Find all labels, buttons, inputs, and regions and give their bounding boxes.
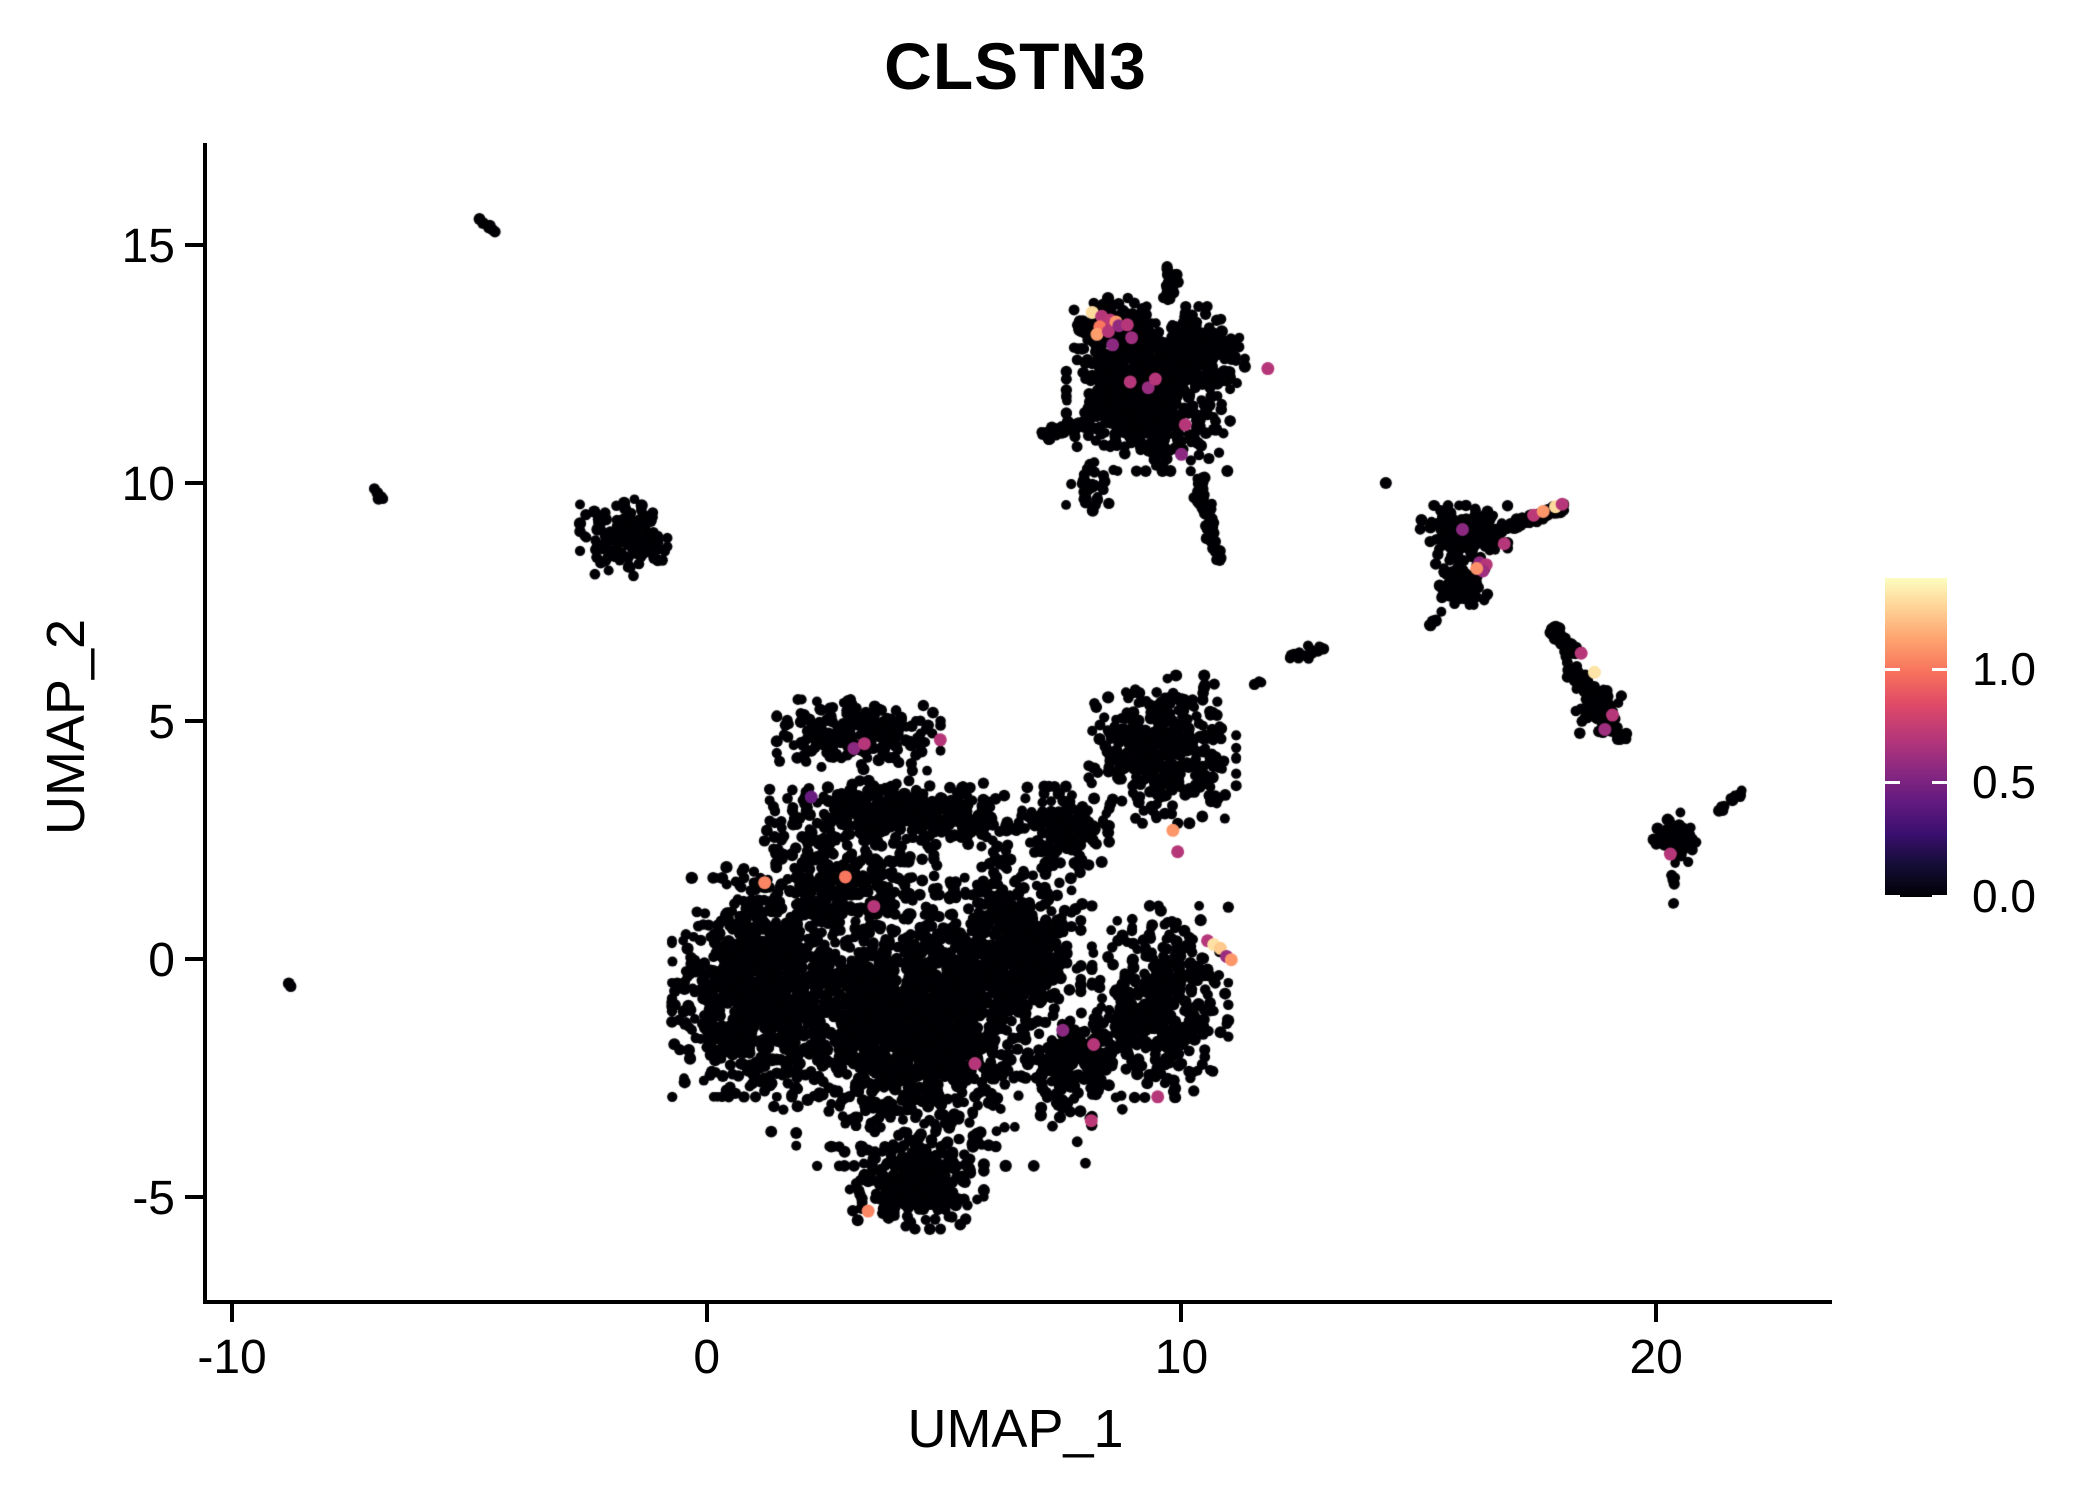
colorbar-tick-label: 0.0 <box>1972 870 2036 922</box>
y-tick-mark <box>185 242 203 247</box>
y-tick-label: -5 <box>132 1171 175 1225</box>
y-tick-label: 15 <box>121 219 175 273</box>
y-tick-label: 5 <box>148 695 175 749</box>
plot-title: CLSTN3 <box>884 29 1147 103</box>
y-axis-title: UMAP_2 <box>36 618 96 836</box>
colorbar-tick-mark <box>1885 781 1900 785</box>
y-tick-label: 0 <box>148 933 175 987</box>
colorbar-tick-mark <box>1932 895 1947 898</box>
colorbar-gradient <box>1885 578 1947 897</box>
colorbar-tick-mark <box>1885 895 1900 898</box>
x-axis-title: UMAP_1 <box>907 1399 1124 1459</box>
colorbar-tick-mark <box>1932 781 1947 785</box>
x-tick-mark <box>1654 1304 1659 1322</box>
x-tick-mark <box>1179 1304 1184 1322</box>
x-tick-label: 10 <box>1154 1331 1209 1384</box>
colorbar-tick-label: 0.5 <box>1972 756 2036 809</box>
colorbar-tick-label: 1.0 <box>1972 642 2036 695</box>
y-tick-label: 10 <box>121 457 175 511</box>
x-tick-label: -10 <box>197 1331 267 1384</box>
y-tick-mark <box>185 956 203 961</box>
y-tick-mark <box>185 718 203 723</box>
x-tick-label: 20 <box>1629 1331 1683 1384</box>
y-tick-mark <box>185 480 203 485</box>
colorbar-tick-mark <box>1885 667 1900 671</box>
y-tick-mark <box>185 1194 203 1199</box>
x-tick-mark <box>230 1304 235 1322</box>
x-tick-mark <box>704 1304 709 1322</box>
x-tick-label: 0 <box>693 1331 721 1384</box>
x-axis-line <box>203 1300 1832 1304</box>
colorbar-tick-mark <box>1932 667 1947 671</box>
y-axis-line <box>203 143 207 1304</box>
